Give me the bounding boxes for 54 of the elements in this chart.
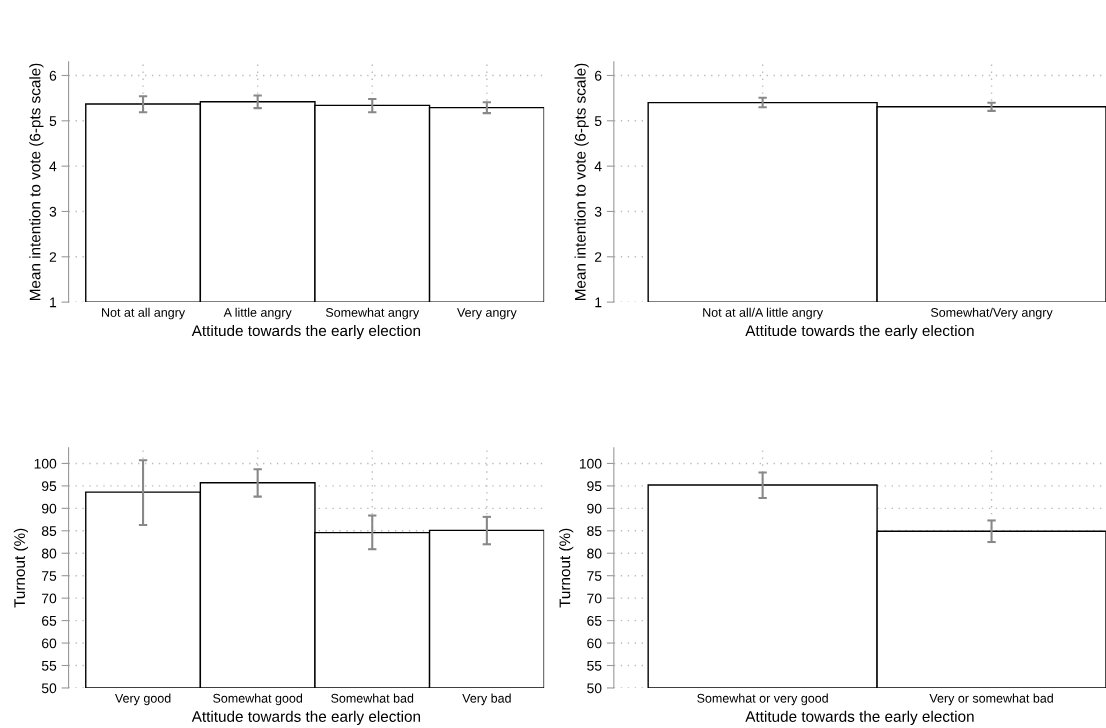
x-tick-label: Somewhat/Very angry (930, 307, 1053, 320)
y-tick-label: 5 (594, 116, 602, 126)
y-tick-label: 50 (587, 683, 602, 694)
x-tick-label: A little angry (223, 307, 292, 320)
x-tick-label: Somewhat or very good (697, 693, 828, 706)
y-tick-label: 55 (587, 660, 602, 671)
y-tick-label: 80 (41, 548, 57, 559)
y-tick-label: 95 (41, 481, 57, 492)
y-tick-label: 5 (49, 116, 57, 126)
y-tick-label: 60 (587, 638, 602, 649)
x-tick-label: Very angry (457, 308, 517, 320)
y-tick-label: 4 (594, 161, 602, 172)
x-tick-label: Not at all angry (102, 307, 186, 320)
x-tick-label: Somewhat bad (331, 693, 414, 703)
y-tick-label: 2 (595, 252, 602, 262)
x-axis-title: Attitude towards the early election (191, 324, 421, 340)
y-tick-label: 90 (41, 503, 57, 514)
x-tick-label: Very good (114, 693, 171, 706)
y-tick-label: 75 (587, 571, 602, 581)
y-tick-label: 3 (49, 206, 57, 217)
x-axis-title: Attitude towards the early election (745, 710, 974, 725)
x-axis-title: Attitude towards the early election (745, 324, 974, 340)
y-tick-label: 2 (49, 252, 57, 262)
y-tick-label: 6 (49, 70, 57, 81)
y-tick-label: 1 (595, 297, 602, 308)
y-tick-label: 70 (587, 593, 602, 604)
x-tick-label: Not at all/A little angry (703, 307, 824, 320)
y-tick-label: 1 (50, 297, 57, 308)
y-tick-label: 65 (587, 615, 602, 626)
y-tick-label: 4 (49, 161, 57, 172)
y-tick-label: 55 (41, 660, 57, 671)
y-tick-label: 50 (41, 683, 57, 694)
y-tick-label: 70 (42, 593, 57, 604)
x-tick-label: Somewhat good (213, 693, 303, 706)
y-tick-label: 100 (34, 458, 57, 469)
y-tick-label: 90 (587, 503, 602, 514)
y-tick-label: 3 (594, 206, 602, 217)
y-axis-title: Mean intention to vote (6-pts scale) (574, 63, 589, 301)
y-tick-label: 75 (42, 571, 57, 581)
y-tick-label: 95 (587, 481, 602, 492)
y-axis-title: Turnout (%) (13, 528, 29, 608)
x-tick-label: Very or somewhat bad (929, 693, 1053, 706)
y-tick-label: 85 (587, 526, 602, 536)
y-axis-title: Turnout (%) (559, 528, 574, 608)
y-tick-label: 100 (579, 458, 602, 469)
x-axis-title: Attitude towards the early election (191, 710, 421, 725)
x-tick-label: Very bad (462, 693, 511, 706)
y-tick-label: 85 (41, 526, 57, 536)
y-tick-label: 65 (42, 615, 57, 626)
y-tick-label: 80 (587, 548, 602, 559)
y-tick-label: 6 (595, 70, 602, 81)
x-tick-label: Somewhat angry (325, 307, 420, 320)
y-axis-title: Mean intention to vote (6-pts scale) (29, 63, 44, 301)
y-tick-label: 60 (42, 638, 57, 649)
